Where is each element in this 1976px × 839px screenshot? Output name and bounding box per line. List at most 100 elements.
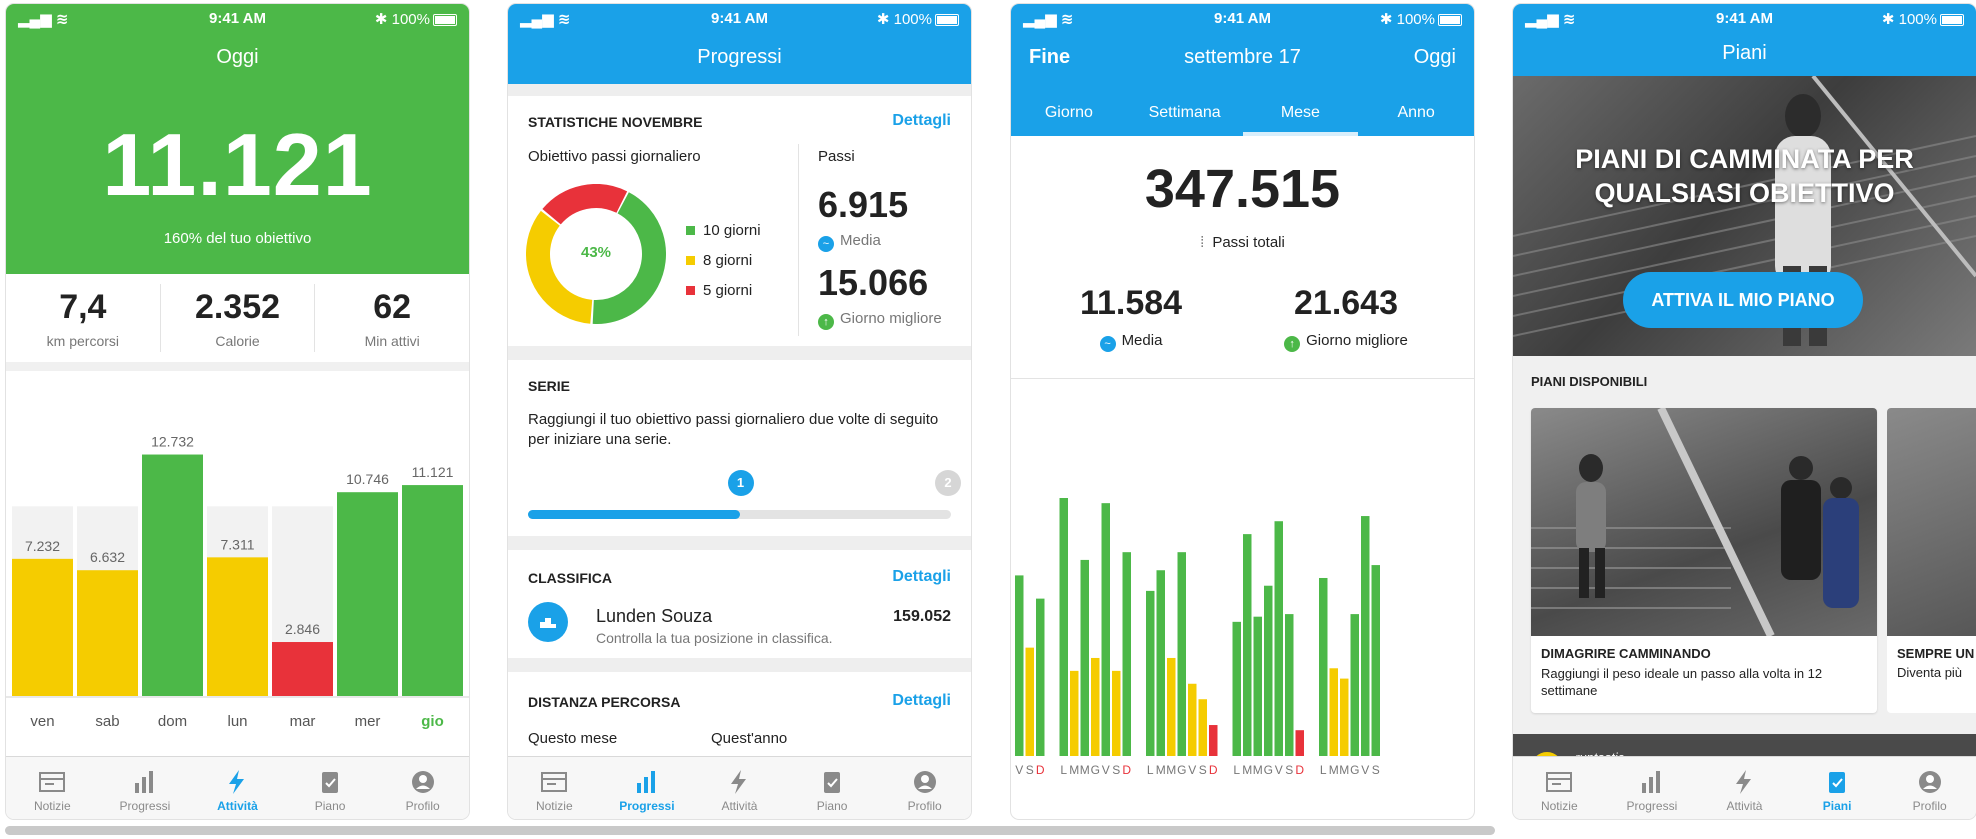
day-bar[interactable]	[337, 492, 398, 696]
day-bar[interactable]	[1036, 598, 1045, 756]
day-bar[interactable]	[12, 558, 73, 696]
day-bar[interactable]	[1198, 699, 1208, 756]
day-bar[interactable]	[1156, 570, 1166, 756]
tab-profile[interactable]: Profilo	[878, 757, 971, 819]
best-row: ↑ Giorno migliore	[818, 310, 942, 330]
plan-card[interactable]: DIMAGRIRE CAMMINANDO Raggiungi il peso i…	[1531, 408, 1877, 713]
day-bar[interactable]	[1091, 657, 1100, 756]
tab-profile[interactable]: Profilo	[1883, 757, 1976, 819]
legend-swatch	[686, 226, 695, 235]
day-bar[interactable]	[402, 485, 463, 696]
tab-plan[interactable]: Piano	[284, 757, 377, 819]
horizontal-scrollbar[interactable]	[5, 826, 1495, 835]
day-bar[interactable]	[1101, 503, 1111, 756]
day-bar[interactable]	[1080, 559, 1090, 756]
tab-plan[interactable]: Piano	[786, 757, 879, 819]
day-bar[interactable]	[1188, 683, 1197, 756]
day-bar[interactable]	[1319, 577, 1328, 756]
tab-activity[interactable]: Attività	[693, 757, 786, 819]
battery: ✱ 100%	[375, 10, 457, 28]
day-bar[interactable]	[1340, 678, 1349, 756]
segment-month[interactable]: Mese	[1242, 98, 1359, 136]
tab-profile[interactable]: Profilo	[376, 757, 469, 819]
tab-progress[interactable]: Progressi	[1606, 757, 1699, 819]
section-title: STATISTICHE NOVEMBRE	[528, 114, 703, 130]
status-time: 9:41 AM	[209, 10, 266, 27]
day-bar[interactable]	[1122, 552, 1132, 756]
day-bar[interactable]	[1253, 616, 1263, 756]
footsteps-icon: ⁞	[1200, 234, 1205, 251]
day-bar[interactable]	[1361, 516, 1370, 756]
bar-chart-icon	[1641, 771, 1660, 793]
day-bar[interactable]	[1329, 668, 1339, 756]
day-bar[interactable]	[1295, 730, 1305, 756]
section-title: DISTANZA PERCORSA	[528, 694, 681, 710]
day-bar[interactable]	[1371, 565, 1381, 756]
day-bar[interactable]	[1167, 657, 1176, 756]
weekday-label: D	[1295, 763, 1304, 777]
tab-progress[interactable]: Progressi	[99, 757, 192, 819]
day-bar[interactable]	[1059, 498, 1069, 756]
tab-label: Attività	[1726, 799, 1763, 813]
day-bar[interactable]	[272, 642, 333, 696]
weekday-label: S	[1285, 763, 1293, 777]
battery-text: 100%	[1396, 11, 1435, 28]
bolt-icon	[229, 770, 245, 794]
day-bar[interactable]	[1112, 670, 1121, 756]
clipboard-icon	[322, 772, 339, 793]
day-label: gio	[421, 713, 444, 730]
day-bar[interactable]	[1274, 521, 1284, 756]
tab-news[interactable]: Notizie	[1513, 757, 1606, 819]
day-bar[interactable]	[1243, 534, 1252, 756]
tab-label: Profilo	[405, 799, 440, 813]
avg-icon: ~	[1099, 336, 1116, 352]
daily-steps-chart[interactable]: 7.232 ven 6.632 sab 12.732 dom 7.311 lun 2.846 ma…	[6, 374, 469, 759]
segment-week[interactable]: Settimana	[1148, 104, 1221, 121]
day-bar[interactable]	[1146, 590, 1155, 756]
legend-label: 8 giorni	[703, 252, 753, 269]
done-button[interactable]: Fine	[1029, 46, 1071, 68]
segment-year[interactable]: Anno	[1397, 104, 1435, 121]
day-bar[interactable]	[77, 570, 138, 696]
tab-activity[interactable]: Attività	[1698, 757, 1791, 819]
details-link[interactable]: Dettagli	[892, 692, 951, 709]
day-bar[interactable]	[1177, 552, 1187, 756]
plan-card[interactable]: SEMPRE UN Diventa più	[1887, 408, 1976, 713]
phone-plans: ▂▄▆ ≋ 9:41 AM ✱ 100% Piani PIANI DI CAMM…	[1512, 3, 1976, 820]
status-time: 9:41 AM	[1214, 10, 1271, 27]
segment-day[interactable]: Giorno	[1044, 104, 1093, 121]
weekday-label: G	[1350, 763, 1359, 777]
best-label: Giorno migliore	[1306, 332, 1408, 349]
series-fill	[528, 510, 740, 519]
best-value: 21.643	[1294, 284, 1398, 322]
tab-news[interactable]: Notizie	[508, 757, 601, 819]
tab-news[interactable]: Notizie	[6, 757, 99, 819]
activate-plan-button[interactable]: ATTIVA IL MIO PIANO	[1623, 272, 1863, 328]
status-time: 9:41 AM	[711, 10, 768, 27]
bar-value-label: 10.746	[346, 471, 389, 487]
day-bar[interactable]	[1264, 585, 1273, 756]
tab-label: Piano	[816, 799, 848, 813]
bar-value-label: 11.121	[412, 464, 454, 480]
day-bar[interactable]	[1070, 670, 1079, 756]
details-link[interactable]: Dettagli	[892, 112, 951, 129]
day-bar[interactable]	[1025, 647, 1035, 756]
today-button[interactable]: Oggi	[1413, 46, 1456, 68]
page-title: Piani	[1722, 42, 1767, 64]
day-bar[interactable]	[1285, 614, 1294, 756]
day-bar[interactable]	[142, 454, 203, 696]
tab-activity[interactable]: Attività	[191, 757, 284, 819]
tab-progress[interactable]: Progressi	[601, 757, 694, 819]
day-bar[interactable]	[1209, 725, 1218, 756]
status-bar: ▂▄▆ ≋ 9:41 AM ✱ 100%	[1011, 4, 1474, 32]
ranking-card[interactable]: CLASSIFICA Dettagli Lunden Souza Control…	[508, 550, 971, 658]
day-bar[interactable]	[1232, 621, 1242, 756]
plan-card-image	[1887, 408, 1976, 636]
day-bar[interactable]	[207, 557, 268, 696]
avg-icon: ~	[818, 236, 834, 252]
details-link[interactable]: Dettagli	[892, 568, 951, 585]
tab-plans[interactable]: Piani	[1791, 757, 1884, 819]
day-bar[interactable]	[1015, 575, 1024, 756]
day-bar[interactable]	[1350, 614, 1360, 756]
